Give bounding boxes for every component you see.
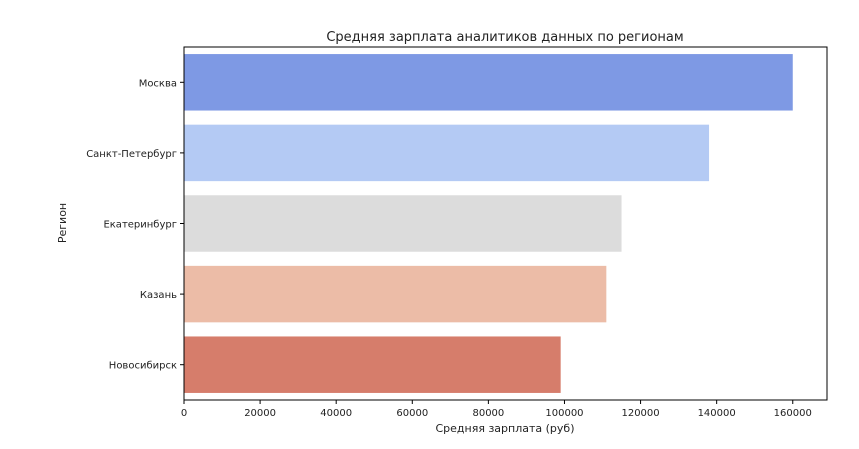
x-tick-label: 20000 bbox=[244, 408, 276, 419]
x-axis-ticks: 0 20000 40000 60000 80000 100000 120000 140000 1… bbox=[181, 400, 812, 419]
x-tick-label: 120000 bbox=[621, 408, 659, 419]
x-tick-label: 100000 bbox=[545, 408, 583, 419]
y-tick-label: Казань bbox=[140, 290, 177, 301]
y-tick-label: Санкт-Петербург bbox=[86, 149, 177, 160]
x-tick-label: 140000 bbox=[698, 408, 736, 419]
x-tick-label: 160000 bbox=[774, 408, 812, 419]
chart-title: Средняя зарплата аналитиков данных по ре… bbox=[326, 30, 683, 45]
x-tick-label: 40000 bbox=[320, 408, 352, 419]
y-axis-ticks: Москва Санкт-Петербург Екатеринбург Казань Н… bbox=[86, 78, 184, 372]
y-tick-label: Новосибирск bbox=[109, 361, 177, 372]
x-tick-label: 60000 bbox=[396, 408, 428, 419]
bar-0 bbox=[184, 54, 793, 111]
x-tick-label: 80000 bbox=[472, 408, 504, 419]
y-tick-label: Екатеринбург bbox=[103, 220, 177, 231]
bar-3 bbox=[184, 265, 607, 323]
x-axis-label: Средняя зарплата (руб) bbox=[436, 422, 575, 435]
x-tick-label: 0 bbox=[181, 408, 187, 419]
bar-1 bbox=[184, 124, 710, 182]
bars-group bbox=[184, 54, 793, 393]
bar-4 bbox=[184, 336, 561, 393]
bar-2 bbox=[184, 195, 622, 252]
y-tick-label: Москва bbox=[139, 78, 177, 89]
plot-frame bbox=[183, 46, 828, 401]
y-axis-label: Регион bbox=[56, 203, 69, 243]
